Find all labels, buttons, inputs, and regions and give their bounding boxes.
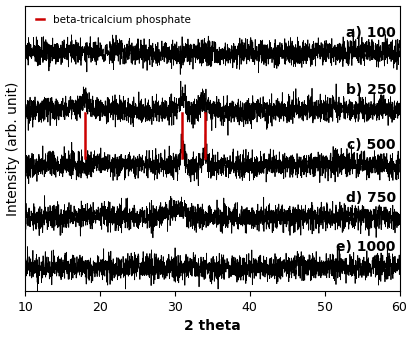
Text: a) 100: a) 100 [346,26,396,40]
Text: d) 750: d) 750 [346,191,396,205]
Text: e) 1000: e) 1000 [336,240,396,255]
Text: b) 250: b) 250 [346,83,396,97]
Y-axis label: Intensity (arb. unit): Intensity (arb. unit) [5,81,19,216]
Legend: beta-tricalcium phosphate: beta-tricalcium phosphate [34,12,193,27]
Text: c) 500: c) 500 [347,138,396,152]
X-axis label: 2 theta: 2 theta [184,319,241,334]
